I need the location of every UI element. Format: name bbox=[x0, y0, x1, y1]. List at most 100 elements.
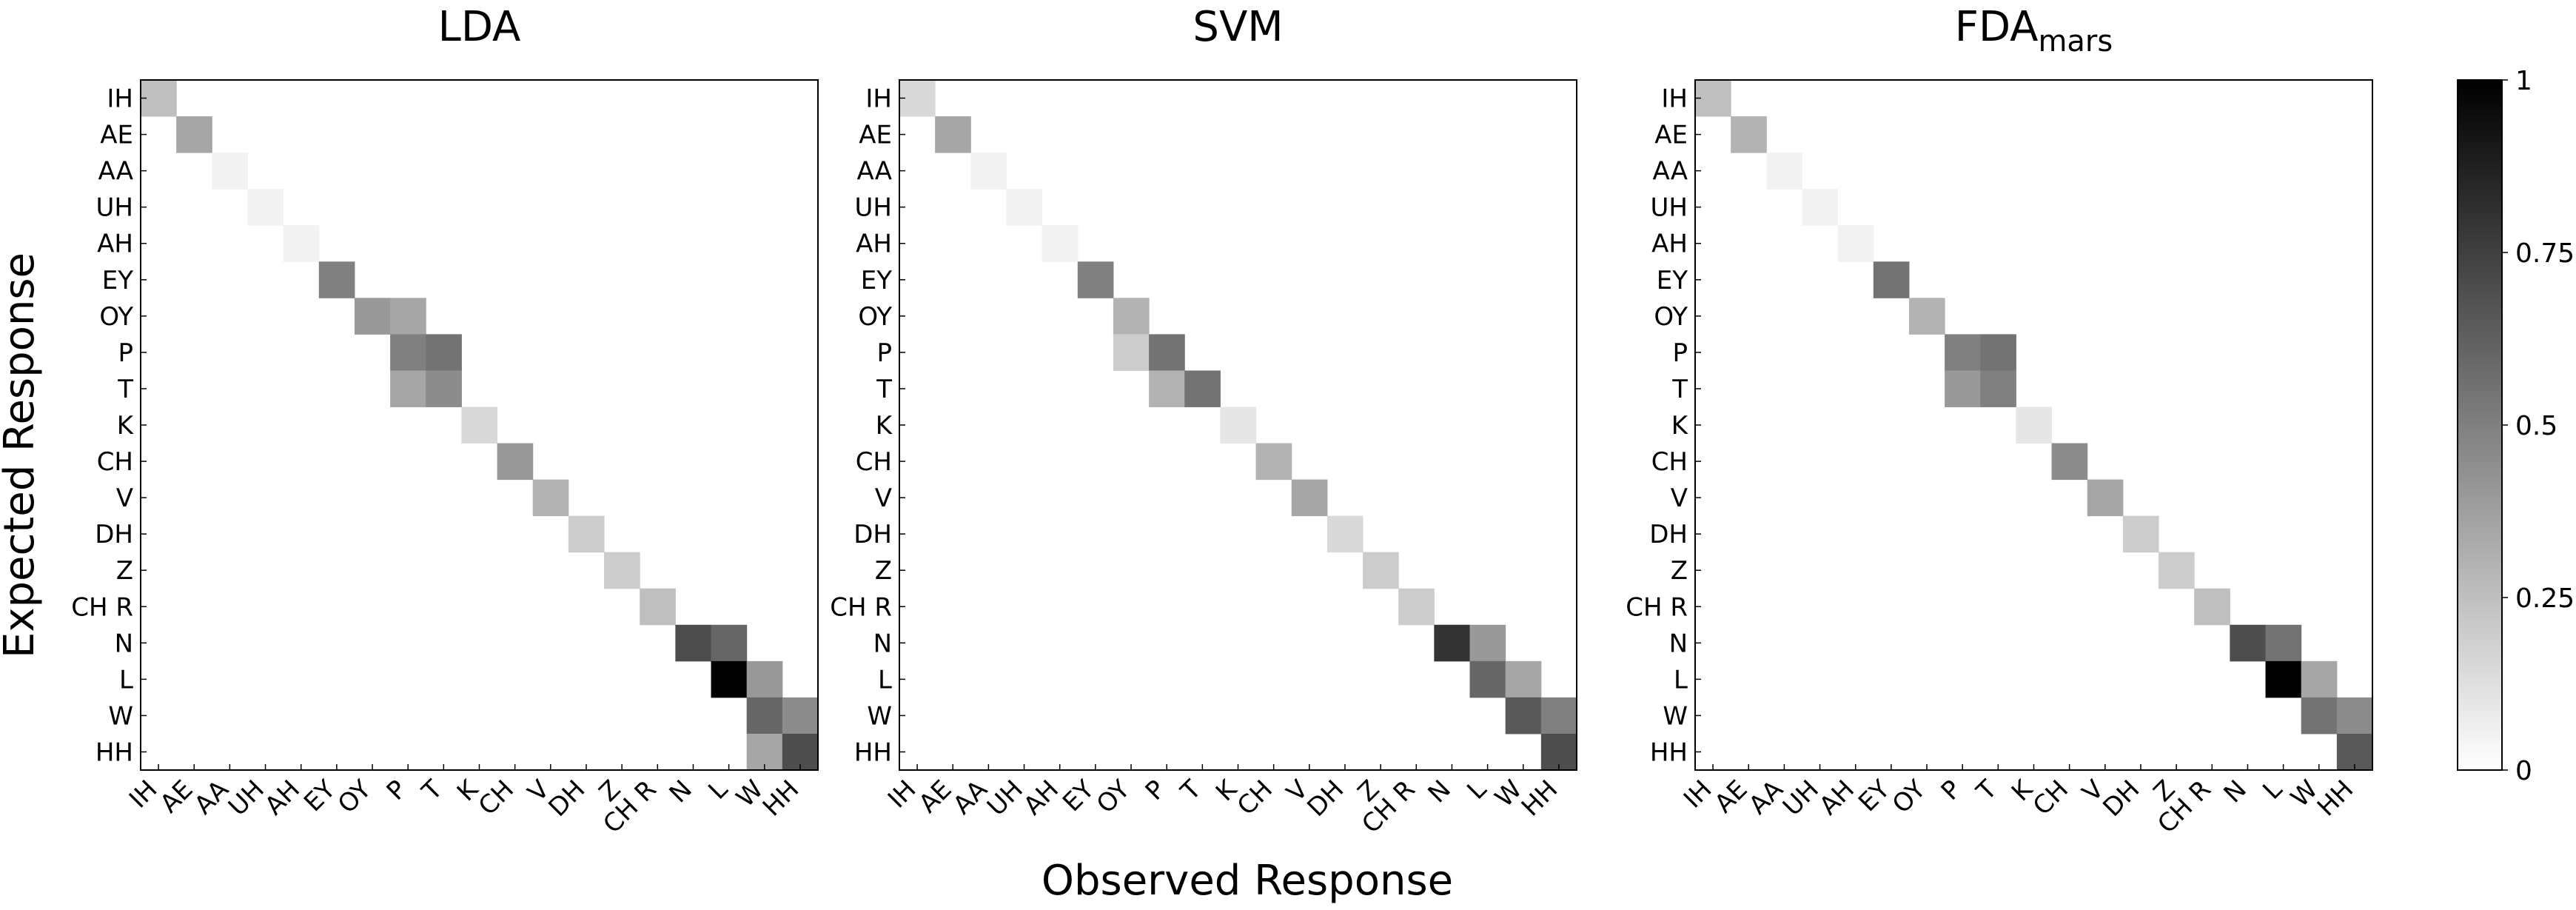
x-tick-label: P bbox=[1936, 774, 1968, 806]
y-tick-label: AE bbox=[859, 121, 892, 150]
y-tick-label: CH bbox=[856, 447, 892, 477]
heatmap-cell bbox=[568, 515, 605, 553]
heatmap-cell bbox=[1505, 697, 1542, 735]
heatmap-cell bbox=[497, 443, 534, 481]
y-tick-label: UH bbox=[96, 193, 133, 223]
heatmap-cell bbox=[1695, 80, 1731, 117]
y-tick-label: AE bbox=[100, 121, 133, 150]
y-tick-label: AE bbox=[1654, 121, 1688, 150]
heatmap-cell bbox=[1326, 515, 1364, 553]
x-tick-label: L bbox=[2257, 774, 2288, 806]
y-tick-label: P bbox=[876, 338, 892, 368]
panel-title: FDAmars bbox=[1955, 3, 2113, 58]
heatmap-cell bbox=[1945, 370, 1981, 407]
y-tick-label: AA bbox=[1653, 157, 1688, 187]
heatmap-cell bbox=[640, 588, 676, 626]
y-tick-label: W bbox=[1663, 701, 1688, 731]
y-tick-label: V bbox=[116, 484, 133, 513]
y-tick-label: CH R bbox=[71, 592, 133, 622]
y-tick-label: N bbox=[115, 629, 133, 658]
heatmap-cell bbox=[935, 116, 971, 153]
heatmap-cell bbox=[1505, 660, 1542, 698]
y-tick-label: L bbox=[119, 665, 133, 695]
heatmap-cells bbox=[141, 80, 819, 771]
y-tick-label: IH bbox=[865, 84, 892, 114]
heatmap-cell bbox=[1363, 552, 1399, 589]
y-tick-label: CH bbox=[97, 447, 133, 477]
x-tick-label: CH bbox=[473, 774, 520, 821]
heatmap-cell bbox=[2051, 443, 2088, 481]
x-tick-label: T bbox=[1175, 774, 1207, 807]
heatmap-cell bbox=[2016, 407, 2053, 444]
heatmap-cell bbox=[2301, 660, 2338, 698]
x-tick-label: DH bbox=[1301, 774, 1349, 823]
heatmap-cell bbox=[1837, 225, 1874, 262]
panel-title-subscript: mars bbox=[2038, 24, 2113, 58]
heatmap-cell bbox=[461, 407, 498, 444]
colorbar: 0 0.25 0.5 0.75 1 bbox=[2457, 66, 2575, 786]
y-tick-label: AH bbox=[856, 230, 892, 259]
x-tick-label: L bbox=[1461, 774, 1492, 806]
x-tick-label: HH bbox=[1516, 774, 1563, 822]
y-tick-label: N bbox=[873, 629, 892, 658]
y-tick-label: W bbox=[108, 701, 133, 731]
y-tick-label: DH bbox=[95, 520, 133, 549]
panel-title-text: FDA bbox=[1955, 3, 2039, 51]
heatmap-cell bbox=[1398, 588, 1435, 626]
heatmap-cell bbox=[899, 80, 936, 117]
heatmap-cell bbox=[1469, 624, 1506, 662]
heatmap-cell bbox=[1042, 225, 1079, 262]
heatmap-cell bbox=[1873, 261, 1910, 298]
y-tick-label: HH bbox=[854, 737, 892, 767]
heatmap-cell bbox=[1980, 370, 2016, 407]
heatmap-cell bbox=[1434, 624, 1471, 662]
panel-title-text: SVM bbox=[1193, 3, 1283, 51]
panel-title: SVM bbox=[1193, 3, 1283, 51]
heatmap-cell bbox=[746, 697, 783, 735]
x-tick-label: P bbox=[1140, 774, 1172, 806]
colorbar-tick-label: 0.75 bbox=[2515, 238, 2575, 269]
panel-title-text: LDA bbox=[438, 3, 521, 51]
y-tick-label: AA bbox=[857, 157, 892, 187]
x-tick-label: DH bbox=[2097, 774, 2145, 823]
y-tick-label: P bbox=[118, 338, 133, 368]
colorbar-ticks: 0 0.25 0.5 0.75 1 bbox=[2502, 66, 2575, 786]
y-tick-label: K bbox=[1671, 411, 1689, 441]
y-tick-label: Z bbox=[875, 556, 892, 586]
heatmap-cell bbox=[782, 697, 819, 735]
y-tick-label: Z bbox=[116, 556, 133, 586]
heatmap-cell bbox=[675, 624, 712, 662]
heatmap-cell bbox=[1006, 189, 1043, 226]
y-tick-label: K bbox=[117, 411, 135, 441]
y-tick-label: DH bbox=[1649, 520, 1688, 549]
y-tick-label: AH bbox=[1651, 230, 1688, 259]
heatmap-cell bbox=[1255, 443, 1292, 481]
y-tick-label: EY bbox=[861, 266, 892, 295]
heatmap-cell bbox=[970, 153, 1007, 190]
y-tick-label: EY bbox=[102, 266, 133, 295]
heatmap-cells bbox=[899, 80, 1577, 771]
colorbar-tick-label: 0.5 bbox=[2515, 411, 2557, 441]
x-tick-label: CH bbox=[2027, 774, 2074, 821]
panel-title: LDA bbox=[438, 3, 521, 51]
heatmap-cell bbox=[2301, 697, 2338, 735]
heatmap-cell bbox=[390, 370, 426, 407]
y-tick-label: HH bbox=[1650, 737, 1688, 767]
heatmap-cell bbox=[247, 189, 284, 226]
y-tick-label: UH bbox=[855, 193, 892, 223]
heatmap-cell bbox=[1113, 334, 1150, 371]
y-tick-label: AA bbox=[98, 157, 133, 187]
heatmap-cell bbox=[1469, 660, 1506, 698]
heatmap-cell bbox=[2122, 515, 2159, 553]
x-tick-label: OY bbox=[1887, 774, 1932, 820]
y-tick-label: L bbox=[878, 665, 892, 695]
x-tick-label: N bbox=[1423, 774, 1457, 809]
y-tick-label: DH bbox=[853, 520, 892, 549]
y-tick-label: CH R bbox=[830, 592, 892, 622]
x-tick-label: OY bbox=[1091, 774, 1136, 820]
x-tick-label: T bbox=[416, 774, 449, 807]
